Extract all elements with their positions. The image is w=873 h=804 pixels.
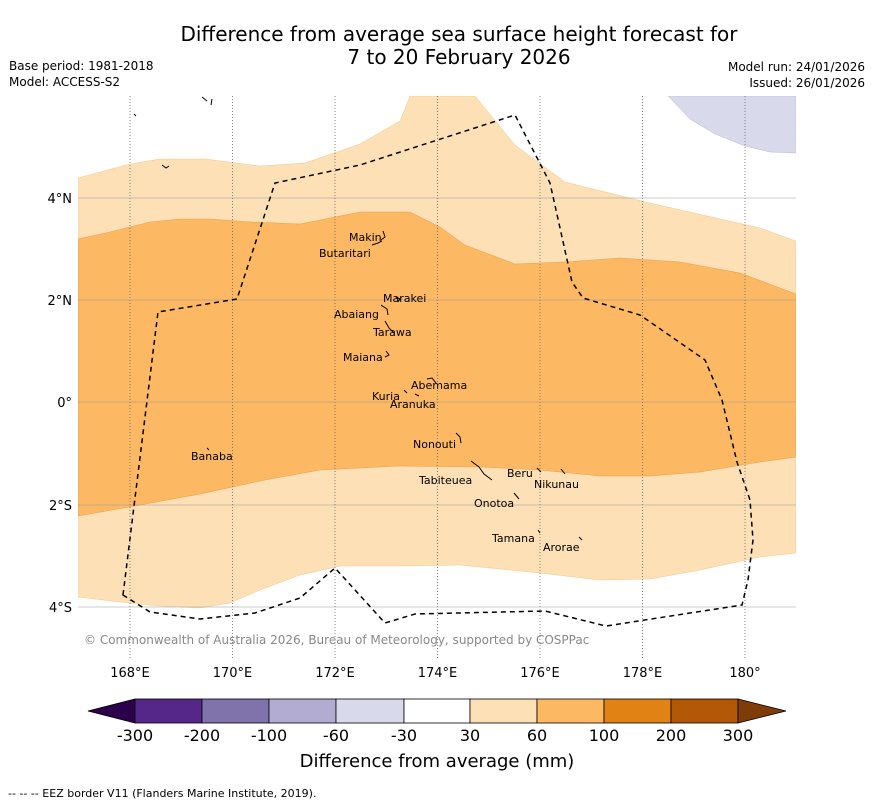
island-butaritari xyxy=(371,240,383,246)
island-marakei xyxy=(395,296,401,303)
colorbar-bin xyxy=(603,698,672,724)
island-onotoa xyxy=(513,492,520,500)
island-abemama xyxy=(426,377,437,384)
lon-label-178e: 178°E xyxy=(623,666,663,681)
map-area: Makin Butaritari Marakei Abaiang Tarawa … xyxy=(78,96,796,660)
place-label: Beru xyxy=(507,467,533,480)
colorbar-bin xyxy=(201,698,270,724)
place-label: Nikunau xyxy=(534,478,579,491)
issued-text: Issued: 26/01/2026 xyxy=(749,76,865,90)
colorbar-extend-max xyxy=(737,698,787,724)
place-label: Tabiteuea xyxy=(418,474,472,487)
lat-label-4n: 4°N xyxy=(48,192,73,207)
colorbar-bin xyxy=(403,698,471,724)
place-label: Onotoa xyxy=(474,497,514,510)
island-abaiang xyxy=(380,304,389,316)
place-label: Abaiang xyxy=(334,308,379,321)
band-60-to-100 xyxy=(78,211,796,517)
colorbar-bin xyxy=(670,698,739,724)
lon-label-174e: 174°E xyxy=(418,666,458,681)
lat-label-4s: 4°S xyxy=(49,601,72,616)
colorbar-bin xyxy=(536,698,605,724)
place-label: Butaritari xyxy=(319,247,371,260)
colorbar-tick: -300 xyxy=(117,726,153,745)
place-labels: Makin Butaritari Marakei Abaiang Tarawa … xyxy=(191,231,580,554)
lon-label-170e: 170°E xyxy=(213,666,253,681)
island-nikunau xyxy=(560,468,566,475)
island-banaba xyxy=(206,447,210,451)
island-tabiteuea xyxy=(470,460,493,481)
lon-label-168e: 168°E xyxy=(110,666,150,681)
island-makin xyxy=(380,230,386,241)
longitude-gridlines xyxy=(129,96,746,660)
island-nonouti xyxy=(455,432,462,444)
island-north-3 xyxy=(161,164,170,169)
colorbar-tick: 100 xyxy=(589,726,620,745)
eez-footer-note: -- -- -- EEZ border V11 (Flanders Marine… xyxy=(8,787,316,800)
place-label: Aranuka xyxy=(390,398,436,411)
colorbar-bin xyxy=(134,698,203,724)
colorbar-label: Difference from average (mm) xyxy=(300,751,575,772)
lat-label-2s: 2°S xyxy=(49,499,72,514)
lon-label-172e: 172°E xyxy=(315,666,355,681)
band-minus-60-to-minus-30 xyxy=(667,96,796,154)
copyright-text: © Commonwealth of Australia 2026, Bureau… xyxy=(84,633,589,647)
model-run-text: Model run: 24/01/2026 xyxy=(727,60,865,74)
colorbar-extend-min xyxy=(87,698,136,724)
place-label: Abemama xyxy=(411,379,467,392)
model-text: Model: ACCESS-S2 xyxy=(9,75,121,89)
island-maiana xyxy=(384,350,390,358)
island-arorae xyxy=(578,536,583,541)
island-tamana xyxy=(537,529,541,534)
place-label: Makin xyxy=(349,231,382,244)
place-label: Tarawa xyxy=(372,326,412,339)
island-beru xyxy=(536,467,542,473)
latitude-axis-labels: 4°N 2°N 0° 2°S 4°S xyxy=(48,192,73,616)
longitude-axis-labels: 168°E 170°E 172°E 174°E 176°E 178°E 180° xyxy=(110,666,760,681)
lat-label-0: 0° xyxy=(57,396,72,411)
colorbar-tick: -200 xyxy=(184,726,220,745)
place-label: Maiana xyxy=(343,351,383,364)
island-north-1 xyxy=(133,113,137,117)
colorbar-tick: -60 xyxy=(323,726,349,745)
colorbar-tick: -30 xyxy=(391,726,417,745)
place-label: Marakei xyxy=(383,292,426,305)
eez-border xyxy=(122,114,754,627)
colorbar-tick: 30 xyxy=(460,726,480,745)
island-aranuka xyxy=(414,393,420,397)
colorbar-tick: 300 xyxy=(723,726,754,745)
island-outlines xyxy=(133,96,583,541)
place-label: Tamana xyxy=(491,532,535,545)
title-line-1: Difference from average sea surface heig… xyxy=(180,22,738,46)
island-tarawa xyxy=(384,320,395,334)
lat-label-2n: 2°N xyxy=(48,294,73,309)
lon-label-176e: 176°E xyxy=(520,666,560,681)
colorbar: -300 -200 -100 -60 -30 30 60 100 200 300… xyxy=(87,698,787,772)
latitude-gridlines xyxy=(78,197,796,608)
colorbar-tick: 60 xyxy=(527,726,547,745)
title-line-2: 7 to 20 February 2026 xyxy=(347,45,571,69)
colorbar-bin xyxy=(268,698,337,724)
colorbar-bin xyxy=(469,698,538,724)
colorbar-bin xyxy=(335,698,405,724)
place-label: Nonouti xyxy=(413,438,456,451)
place-label: Kuria xyxy=(372,390,400,403)
colorbar-tick: 200 xyxy=(656,726,687,745)
island-kuria xyxy=(403,389,408,394)
colorbar-tick: -100 xyxy=(251,726,287,745)
base-period-text: Base period: 1981-2018 xyxy=(9,59,154,73)
island-north-2 xyxy=(201,96,213,106)
place-label: Banaba xyxy=(191,450,233,463)
lon-label-180: 180° xyxy=(729,666,760,681)
place-label: Arorae xyxy=(543,541,580,554)
